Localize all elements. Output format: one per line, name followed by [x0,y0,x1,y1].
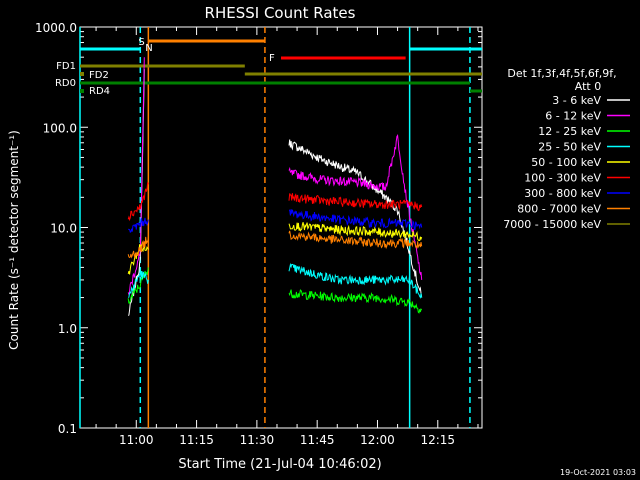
flag-label: F [269,53,275,64]
legend-label: 6 - 12 keV [545,110,601,123]
x-tick-label: 12:15 [420,433,455,447]
legend-label: 800 - 7000 keV [517,203,601,216]
legend-header-line-2: Att 0 [575,80,601,93]
series-line [127,57,145,297]
series-line [128,271,149,298]
series-line [128,217,149,233]
series-line [288,193,423,212]
y-tick-label: 1000.0 [35,21,77,35]
series-line [127,182,149,222]
y-tick-label: 10.0 [50,222,77,236]
legend-label: 3 - 6 keV [552,94,601,107]
series-line [288,230,423,250]
flag-label: RD4 [89,86,110,97]
series-line [288,262,423,299]
legend-label: 12 - 25 keV [538,125,601,138]
y-tick-label: 0.1 [58,422,77,436]
x-tick-label: 12:00 [360,433,395,447]
legend-label: 300 - 800 keV [524,187,601,200]
legend-label: 7000 - 15000 keV [503,218,601,231]
flag-label: S [138,37,144,48]
series-line [127,236,149,260]
series-line [288,209,423,231]
y-tick-label: 1.0 [58,322,77,336]
legend-label: 50 - 100 keV [531,156,601,169]
legend-label: 100 - 300 keV [524,172,601,185]
series-line [288,222,423,242]
series-line [288,134,423,280]
x-tick-label: 11:00 [119,433,154,447]
timestamp: 19-Oct-2021 03:03 [560,468,636,477]
flag-label: N [145,43,152,54]
x-tick-label: 11:30 [240,433,275,447]
x-tick-label: 11:45 [300,433,335,447]
flag-label: FD2 [89,70,109,81]
legend-header-line-1: Det 1f,3f,4f,5f,6f,9f, [507,67,616,80]
series-line [288,289,423,314]
x-axis-label: Start Time (21-Jul-04 10:46:02) [178,457,381,472]
x-tick-label: 11:15 [179,433,214,447]
y-tick-label: 100.0 [43,121,77,135]
series-line [127,267,149,304]
flag-label: FD1 [56,61,76,72]
series-line [288,139,423,298]
y-axis-label: Count Rate (s⁻¹ detector segment⁻¹) [7,130,21,350]
legend-label: 25 - 50 keV [538,141,601,154]
flag-label: RD0 [55,78,76,89]
chart-title: RHESSI Count Rates [205,4,356,22]
flag-marker-square [80,89,84,93]
flag-marker-square [80,72,84,76]
legend: 3 - 6 keV 6 - 12 keV 12 - 25 keV 25 - 50 ke… [503,94,630,231]
